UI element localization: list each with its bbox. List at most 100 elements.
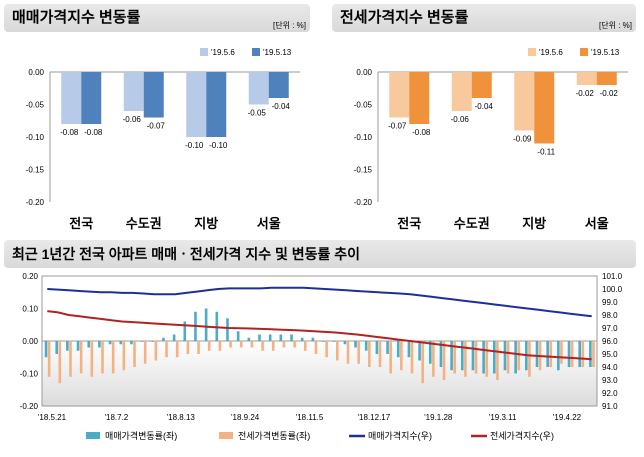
trend-right-tick-label: 91.0 <box>602 402 618 411</box>
trend-left-tick-label: 0.00 <box>22 337 38 346</box>
trend-x-tick-label: '18.5.21 <box>38 413 67 422</box>
trend-jeonse-rate-bar <box>442 341 446 380</box>
trend-sale-rate-bar <box>130 341 133 345</box>
trend-legend-label: 매매가격변동률(좌) <box>105 430 177 441</box>
trend-sale-rate-bar <box>589 341 592 367</box>
trend-jeonse-rate-bar <box>250 341 254 348</box>
trend-x-tick-label: '19.3.11 <box>489 413 517 422</box>
trend-right-tick-label: 101.0 <box>602 272 623 281</box>
trend-sale-index-line <box>47 286 592 318</box>
sale-ytick-label: -0.05 <box>26 101 45 110</box>
trend-jeonse-rate-bar <box>485 341 489 377</box>
jeonse-bar <box>471 72 492 98</box>
trend-sale-rate-bar <box>332 341 336 342</box>
trend-x-tick-label: '18.8.13 <box>167 413 196 422</box>
trend-chart-title: 최근 1년간 전국 아파트 매매ㆍ전세가격 지수 및 변동률 추이 <box>4 240 636 268</box>
trend-left-tick-label: 0.10 <box>22 305 38 314</box>
trend-jeonse-rate-bar <box>175 341 179 358</box>
trend-jeonse-rate-bar <box>368 341 371 367</box>
trend-jeonse-rate-bar <box>303 341 307 351</box>
jeonse-value-label: -0.02 <box>600 89 619 98</box>
trend-sale-rate-bar <box>108 341 112 345</box>
trend-jeonse-rate-bar <box>239 341 243 348</box>
trend-sale-rate-bar <box>279 334 283 341</box>
jeonse-chart-panel: 전세가격지수 변동률 [단위 : %] 0.00 -0.05 -0.10 -0.15 -… <box>332 4 640 232</box>
trend-legend-swatch <box>86 432 100 439</box>
trend-sale-rate-bar <box>450 341 453 371</box>
jeonse-bar-chart: 0.00 -0.05 -0.10 -0.15 -0.20 '19.5.6 '19.5.13 -… <box>354 48 628 231</box>
trend-left-tick-label: 0.20 <box>22 272 38 281</box>
trend-jeonse-rate-bar <box>336 341 339 361</box>
jeonse-legend-label: '19.5.13 <box>591 48 620 57</box>
sale-category-label: 전국 <box>69 216 93 231</box>
trend-sale-rate-bar <box>514 341 517 374</box>
trend-sale-rate-bar <box>396 341 400 358</box>
trend-sale-rate-bar <box>428 341 432 364</box>
trend-jeonse-rate-bar <box>143 341 147 364</box>
trend-sale-rate-bar <box>311 337 315 341</box>
trend-jeonse-rate-bar <box>325 341 328 358</box>
trend-sale-rate-bar <box>226 318 229 341</box>
sale-value-label: -0.08 <box>60 128 79 137</box>
jeonse-legend-swatch <box>528 48 536 56</box>
trend-jeonse-rate-bar <box>581 341 585 367</box>
trend-sale-rate-bar <box>87 341 91 348</box>
trend-x-tick-label: '18.7.2 <box>104 413 128 422</box>
trend-sale-rate-bar <box>183 321 187 341</box>
jeonse-bar <box>576 72 597 85</box>
trend-sale-rate-bar <box>578 341 581 367</box>
sale-value-label: -0.08 <box>84 128 103 137</box>
sale-bar <box>186 72 207 137</box>
sale-bar-chart: 0.00 -0.05 -0.10 -0.15 -0.20 '19.5.6 '19.5.13 -… <box>26 48 300 231</box>
trend-sale-rate-bar <box>140 341 144 342</box>
sale-bar <box>143 72 164 118</box>
trend-jeonse-rate-bar <box>400 341 403 371</box>
trend-sale-rate-bar <box>503 341 507 371</box>
trend-sale-rate-bar <box>151 341 155 342</box>
sale-bar <box>206 72 227 137</box>
trend-jeonse-rate-bar <box>506 341 510 374</box>
trend-sale-rate-bar <box>236 331 240 341</box>
trend-right-tick-label: 97.0 <box>602 324 618 333</box>
trend-jeonse-rate-bar <box>592 341 595 367</box>
jeonse-value-label: -0.04 <box>475 102 494 111</box>
sale-ytick-label: -0.20 <box>26 198 45 207</box>
trend-sale-rate-bar <box>418 341 421 361</box>
trend-right-tick-label: 95.0 <box>602 350 618 359</box>
jeonse-ytick-label: 0.00 <box>356 68 372 77</box>
sale-bar <box>61 72 82 124</box>
jeonse-value-label: -0.11 <box>537 148 555 157</box>
jeonse-bar <box>409 72 430 124</box>
trend-jeonse-rate-bar <box>432 341 435 377</box>
jeonse-bar <box>534 72 555 144</box>
jeonse-legend-label: '19.5.6 <box>539 48 563 57</box>
trend-jeonse-rate-bar <box>453 341 457 374</box>
sale-chart-unit: [단위 : %] <box>273 21 306 30</box>
trend-sale-rate-bar <box>76 341 80 351</box>
trend-legend-swatch <box>219 432 233 439</box>
trend-jeonse-rate-bar <box>474 341 478 374</box>
trend-sale-rate-bar <box>493 341 496 374</box>
trend-sale-rate-bar <box>258 334 261 341</box>
sale-category-label: 서울 <box>257 216 281 231</box>
trend-sale-rate-bar <box>482 341 485 374</box>
trend-sale-rate-bar <box>119 341 123 345</box>
jeonse-category-label: 수도권 <box>454 216 490 231</box>
trend-sale-rate-bar <box>300 337 304 341</box>
trend-jeonse-rate-bar <box>271 341 275 351</box>
trend-jeonse-rate-bar <box>389 341 392 374</box>
trend-right-tick-label: 99.0 <box>602 298 618 307</box>
trend-left-tick-label: -0.20 <box>20 402 39 411</box>
trend-sale-rate-bar <box>343 341 347 345</box>
sale-value-label: -0.04 <box>272 102 291 111</box>
trend-sale-rate-bar <box>44 341 48 358</box>
trend-right-tick-label: 100.0 <box>602 285 623 294</box>
trend-x-tick-label: '19.4.22 <box>553 413 582 422</box>
trend-jeonse-rate-bar <box>517 341 521 371</box>
trend-sale-rate-bar <box>55 341 59 354</box>
sale-bar <box>248 72 269 105</box>
jeonse-category-label: 지방 <box>522 216 546 231</box>
trend-x-tick-label: '18.9.24 <box>231 413 260 422</box>
trend-negative-shade <box>42 341 597 406</box>
trend-sale-rate-bar <box>407 341 411 358</box>
